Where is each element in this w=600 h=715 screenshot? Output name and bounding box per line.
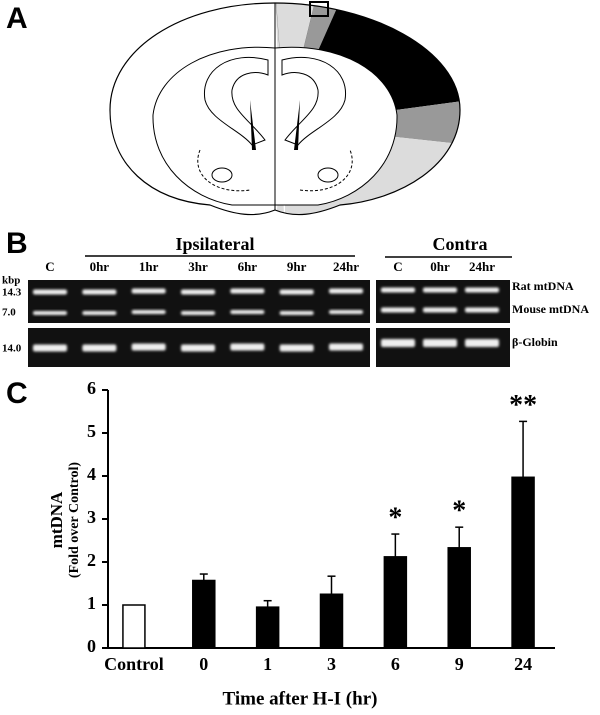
bar	[447, 547, 471, 649]
gel-band	[279, 311, 314, 315]
gel	[376, 280, 510, 323]
bar	[192, 579, 216, 649]
y-axis-title: (Fold over Control)	[67, 462, 82, 578]
bar	[255, 606, 280, 649]
band-label: Rat mtDNA	[512, 279, 574, 293]
gel-band	[181, 344, 215, 352]
size-label: 7.0	[2, 307, 16, 319]
gel-band	[181, 311, 215, 315]
gel-band	[33, 289, 67, 295]
gel-band	[329, 288, 363, 294]
gel-header: Contra	[433, 234, 488, 254]
gel-band	[465, 287, 499, 293]
size-label: 14.0	[2, 343, 22, 355]
x-tick-label: 0	[199, 654, 208, 674]
bar	[511, 476, 535, 649]
gel-band	[329, 310, 363, 314]
gel	[28, 280, 370, 323]
y-tick-label: 5	[87, 421, 96, 441]
y-tick-label: 3	[87, 507, 96, 527]
significance-mark: *	[388, 502, 402, 533]
brain-diagram	[109, 1, 461, 216]
y-tick-label: 4	[87, 464, 96, 484]
significance-mark: *	[452, 496, 466, 527]
size-label: 14.3	[2, 287, 22, 299]
gel-band	[423, 307, 457, 313]
gel-band	[82, 311, 117, 315]
gel-band	[82, 289, 117, 295]
gel-band	[381, 287, 415, 293]
band-label: β-Globin	[512, 335, 558, 349]
gel-band	[279, 344, 314, 352]
gel-band	[381, 339, 415, 347]
gel-band	[33, 311, 67, 315]
x-tick-label: 24	[514, 654, 532, 674]
significance-mark: **	[509, 390, 537, 421]
gel-band	[33, 344, 67, 352]
gel-band	[82, 344, 117, 352]
x-tick-label: 9	[455, 654, 464, 674]
x-tick-label: Control	[104, 654, 164, 674]
lane-label: 0hr	[90, 259, 110, 274]
panel-label: B	[6, 227, 28, 260]
panel-label: C	[6, 377, 28, 410]
y-tick-label: 2	[87, 550, 96, 570]
gel-band	[230, 310, 265, 314]
lane-label: 9hr	[287, 259, 307, 274]
gel-band	[465, 339, 499, 347]
gel-band	[230, 343, 265, 351]
gel-lanes: C 0hr 1hr 3hr 6hr 9hr 24hr C 0hr 24hr	[33, 259, 499, 352]
y-tick-label: 1	[87, 593, 96, 613]
lane-label: C	[45, 259, 54, 274]
x-axis-title: Time after H-I (hr)	[223, 688, 378, 709]
gel-band	[131, 343, 166, 351]
lane-label: C	[393, 259, 402, 274]
y-axis-title: mtDNA	[47, 491, 66, 548]
gel-band	[329, 343, 363, 351]
gel-band	[131, 310, 166, 314]
lane-label: 1hr	[139, 259, 159, 274]
gel-band	[279, 289, 314, 295]
y-tick-label: 6	[87, 378, 96, 398]
lane-label: 3hr	[188, 259, 208, 274]
x-tick-label: 6	[391, 654, 400, 674]
gel-band	[131, 288, 166, 294]
gel-band	[423, 287, 457, 293]
size-unit: kbp	[2, 275, 20, 287]
y-tick-label: 0	[87, 636, 96, 656]
gel-header: Ipsilateral	[176, 234, 255, 254]
chart: 0 1 2 3 4 5 6 Control 0 1 3 6 * 9 * 24 ** Time after H-I …	[47, 378, 555, 709]
bar	[319, 593, 344, 649]
x-tick-label: 1	[263, 654, 272, 674]
lane-label: 0hr	[430, 259, 450, 274]
bar	[122, 604, 146, 649]
bar	[383, 556, 408, 649]
gel-band	[381, 307, 415, 313]
gel-band	[181, 289, 215, 295]
panel-label: A	[6, 2, 28, 35]
gel-band	[465, 307, 499, 313]
band-label: Mouse mtDNA	[512, 302, 589, 316]
lane-label: 24hr	[333, 259, 359, 274]
gel	[376, 328, 510, 367]
x-tick-label: 3	[327, 654, 336, 674]
gel-band	[423, 339, 457, 347]
lane-label: 6hr	[238, 259, 258, 274]
gel-band	[230, 288, 265, 294]
lane-label: 24hr	[469, 259, 495, 274]
